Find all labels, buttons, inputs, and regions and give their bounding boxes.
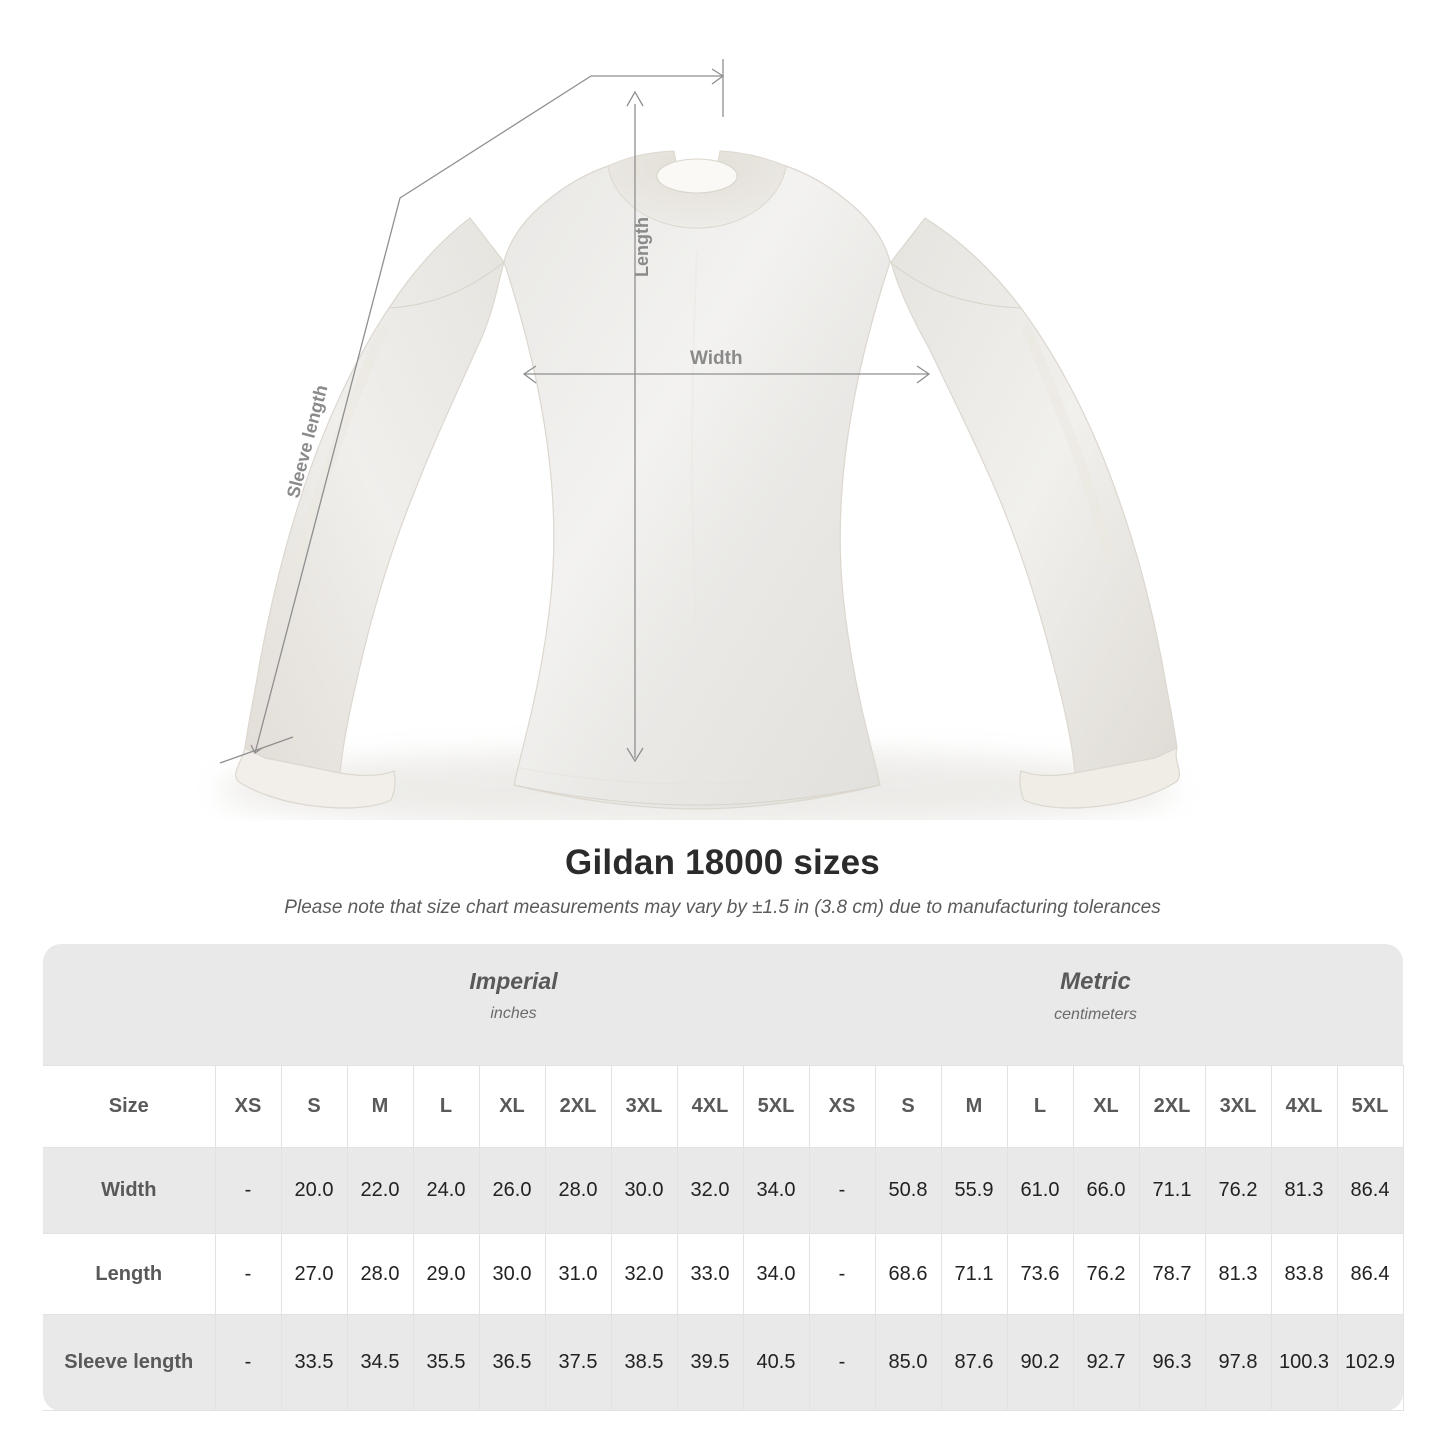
svg-text:Sleeve length: Sleeve length — [283, 383, 332, 500]
svg-text:Length: Length — [632, 217, 652, 277]
svg-text:Width: Width — [690, 348, 743, 369]
